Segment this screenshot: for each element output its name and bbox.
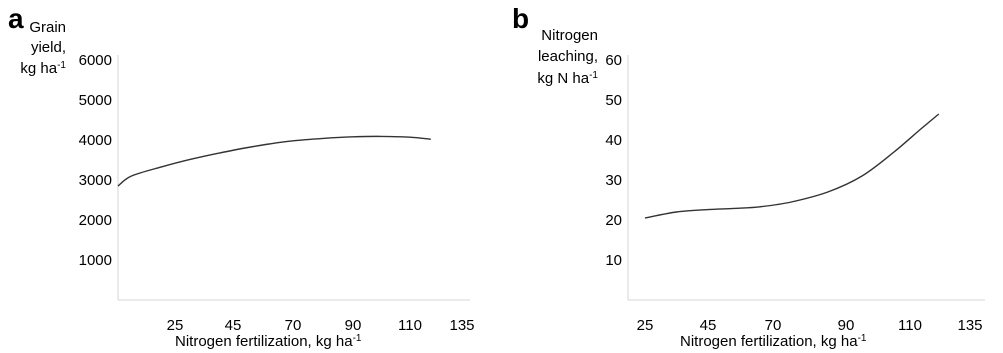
panel-label: a xyxy=(8,3,24,34)
y-tick-label: 20 xyxy=(605,212,622,229)
x-tick-label: 45 xyxy=(225,317,242,334)
y-axis-label: yield, xyxy=(31,39,66,56)
chart-panel-a: a Grain yield, kg ha-1 1000 2000 3000 4000 5000 6… xyxy=(8,3,475,350)
y-tick-label: 3000 xyxy=(79,172,112,189)
y-tick-label: 40 xyxy=(605,132,622,149)
x-tick-label: 70 xyxy=(285,317,302,334)
y-tick-label: 2000 xyxy=(79,212,112,229)
series-line xyxy=(644,113,940,219)
y-tick-label: 6000 xyxy=(79,52,112,69)
y-tick-label: 60 xyxy=(605,52,622,69)
y-tick-label: 4000 xyxy=(79,132,112,149)
x-tick-label: 110 xyxy=(898,317,922,334)
x-tick-label: 25 xyxy=(637,317,654,334)
x-tick-label: 90 xyxy=(345,317,362,334)
y-axis-label: Grain xyxy=(29,19,66,36)
x-tick-label: 110 xyxy=(398,317,422,334)
y-axis-label: kg N ha-1 xyxy=(537,70,598,88)
y-axis-label: kg ha-1 xyxy=(20,60,66,78)
x-tick-label: 135 xyxy=(957,317,982,334)
x-tick-label: 45 xyxy=(700,317,717,334)
y-tick-label: 30 xyxy=(605,172,622,189)
y-tick-label: 10 xyxy=(605,252,622,269)
x-tick-label: 135 xyxy=(449,317,474,334)
y-tick-label: 1000 xyxy=(79,252,112,269)
x-tick-label: 25 xyxy=(167,317,184,334)
y-axis-label: Nitrogen xyxy=(541,27,598,44)
y-axis-label: leaching, xyxy=(538,48,598,65)
panel-label: b xyxy=(512,3,529,34)
x-axis-label: Nitrogen fertilization, kg ha-1 xyxy=(680,333,867,351)
y-tick-label: 5000 xyxy=(79,92,112,109)
x-tick-label: 90 xyxy=(838,317,855,334)
x-tick-label: 70 xyxy=(765,317,782,334)
y-tick-label: 50 xyxy=(605,92,622,109)
series-line xyxy=(117,135,431,187)
x-axis-label: Nitrogen fertilization, kg ha-1 xyxy=(175,333,362,351)
chart-panel-b: b Nitrogen leaching, kg N ha-1 10 20 30 40 50 60 2… xyxy=(512,3,985,350)
